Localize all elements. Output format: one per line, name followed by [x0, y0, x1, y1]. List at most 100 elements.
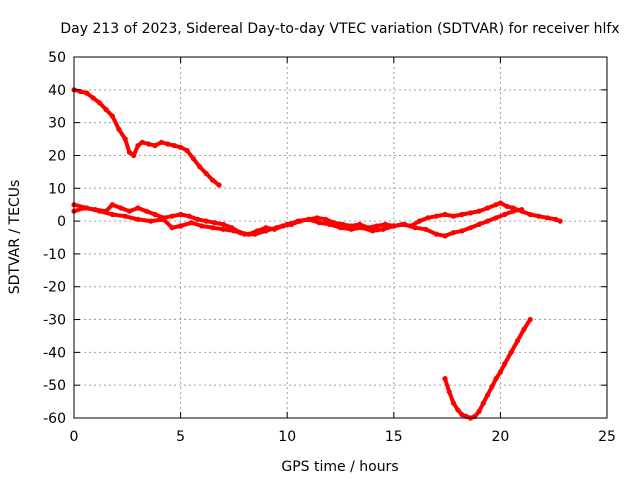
- data-point: [242, 231, 248, 237]
- data-point: [109, 211, 115, 218]
- data-point: [527, 316, 533, 323]
- data-point: [493, 202, 499, 208]
- data-point: [348, 226, 354, 232]
- data-point: [178, 144, 184, 150]
- data-point: [231, 228, 237, 234]
- data-point: [84, 205, 90, 211]
- data-point: [143, 208, 150, 214]
- data-point: [152, 211, 158, 218]
- y-tick-label: 0: [57, 214, 66, 230]
- x-tick-label: 20: [491, 429, 509, 445]
- data-point: [485, 205, 491, 211]
- data-point: [184, 147, 190, 154]
- y-tick-label: 10: [48, 181, 66, 197]
- data-point: [131, 152, 137, 159]
- data-point: [160, 216, 167, 222]
- data-point: [412, 225, 418, 231]
- x-tick-label: 0: [70, 429, 79, 445]
- data-point: [216, 182, 222, 188]
- data-point: [442, 233, 448, 239]
- data-point: [382, 221, 388, 227]
- data-point: [273, 225, 280, 231]
- data-point: [263, 228, 269, 234]
- data-point: [190, 156, 196, 162]
- data-point: [459, 211, 465, 218]
- data-point: [450, 213, 457, 219]
- data-point: [468, 210, 474, 216]
- data-point: [178, 223, 184, 229]
- series-line-track-low-v: [443, 317, 533, 420]
- data-point: [536, 213, 542, 219]
- data-point: [519, 207, 525, 213]
- data-point: [220, 226, 226, 232]
- data-point: [252, 231, 258, 237]
- data-point: [158, 139, 164, 145]
- data-point: [135, 216, 141, 222]
- data-point: [485, 218, 491, 224]
- data-point: [527, 211, 533, 218]
- data-point: [480, 400, 486, 406]
- y-tick-label: -40: [43, 345, 66, 361]
- data-point: [557, 218, 563, 224]
- grid-lines: [74, 57, 607, 418]
- data-point: [493, 376, 499, 382]
- data-point: [97, 208, 103, 214]
- data-point: [468, 225, 474, 231]
- data-point: [122, 136, 128, 142]
- data-point: [433, 231, 439, 237]
- data-point: [323, 216, 329, 222]
- y-tick-label: 40: [48, 83, 66, 99]
- data-point: [152, 143, 158, 149]
- data-point: [508, 349, 514, 355]
- data-point: [327, 221, 333, 227]
- data-point: [423, 226, 429, 232]
- data-point: [514, 338, 521, 344]
- data-point: [446, 389, 452, 395]
- y-axis-label: SDTVAR / TECUs: [7, 180, 23, 295]
- data-point: [171, 143, 177, 149]
- data-point: [497, 200, 503, 206]
- x-axis-label: GPS time / hours: [281, 459, 398, 475]
- data-point: [295, 218, 301, 224]
- data-point: [203, 170, 209, 177]
- data-point: [455, 407, 461, 413]
- data-point: [188, 220, 194, 226]
- data-point: [476, 408, 482, 414]
- data-point: [284, 221, 290, 227]
- data-point: [210, 225, 216, 231]
- y-tick-label: -30: [43, 313, 66, 329]
- y-tick-label: -50: [43, 378, 66, 394]
- data-point: [103, 106, 109, 113]
- data-point: [459, 412, 465, 418]
- data-point: [139, 139, 145, 145]
- data-point: [391, 223, 397, 229]
- data-point: [135, 143, 141, 149]
- data-point: [337, 225, 344, 231]
- data-point: [553, 216, 559, 222]
- data-point: [476, 208, 482, 214]
- data-point: [116, 126, 122, 132]
- data-point: [203, 218, 209, 224]
- x-tick-label: 5: [176, 429, 185, 445]
- data-point: [459, 228, 465, 234]
- data-series: [71, 87, 563, 421]
- data-point: [450, 230, 457, 236]
- data-point: [442, 376, 448, 382]
- data-point: [135, 205, 141, 211]
- axis-ticks: 0 5 10 15 20 25 -60 -50 -40 -30 -20 -10 0 10 20 30 40 50: [43, 50, 616, 445]
- data-point: [433, 213, 439, 219]
- data-point: [374, 223, 380, 229]
- data-point: [510, 208, 516, 214]
- data-point: [169, 213, 175, 219]
- data-point: [416, 218, 422, 224]
- x-tick-label: 10: [278, 429, 296, 445]
- data-point: [97, 100, 103, 106]
- data-point: [380, 226, 386, 232]
- data-point: [502, 361, 508, 367]
- data-point: [212, 220, 218, 226]
- data-point: [401, 221, 408, 227]
- data-point: [450, 400, 457, 406]
- data-point: [146, 141, 152, 147]
- data-point: [504, 203, 510, 209]
- y-tick-label: 50: [48, 50, 66, 66]
